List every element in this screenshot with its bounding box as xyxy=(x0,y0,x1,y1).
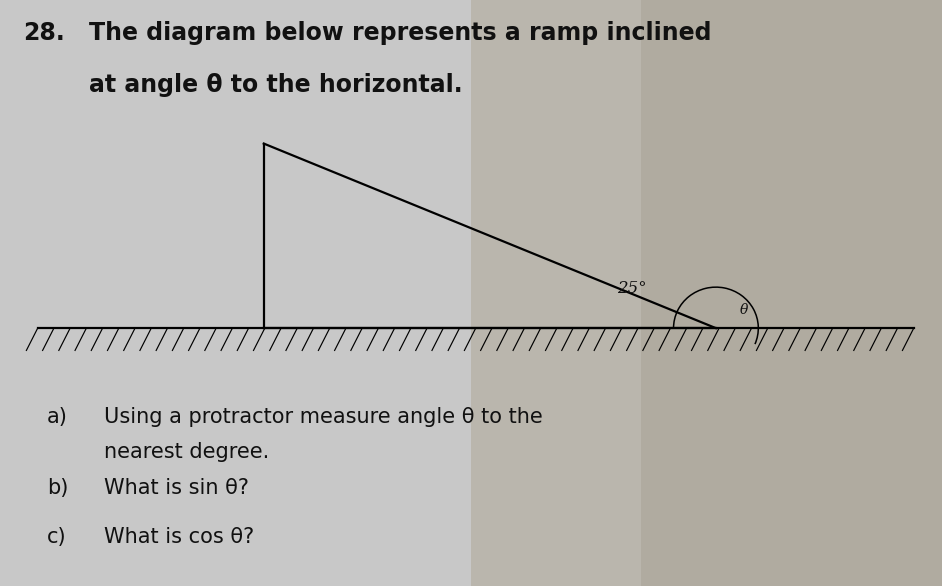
Text: The diagram below represents a ramp inclined: The diagram below represents a ramp incl… xyxy=(89,21,712,45)
Text: What is sin θ?: What is sin θ? xyxy=(104,478,249,498)
Text: What is cos θ?: What is cos θ? xyxy=(104,527,254,547)
Text: c): c) xyxy=(47,527,67,547)
Bar xyxy=(641,0,942,586)
Text: at angle θ to the horizontal.: at angle θ to the horizontal. xyxy=(89,73,463,97)
Text: a): a) xyxy=(47,407,68,427)
Text: θ: θ xyxy=(739,302,748,316)
Bar xyxy=(471,0,942,586)
Text: nearest degree.: nearest degree. xyxy=(104,442,268,462)
Text: 28.: 28. xyxy=(24,21,65,45)
Text: b): b) xyxy=(47,478,69,498)
Text: 25°: 25° xyxy=(617,280,646,297)
Text: Using a protractor measure angle θ to the: Using a protractor measure angle θ to th… xyxy=(104,407,543,427)
